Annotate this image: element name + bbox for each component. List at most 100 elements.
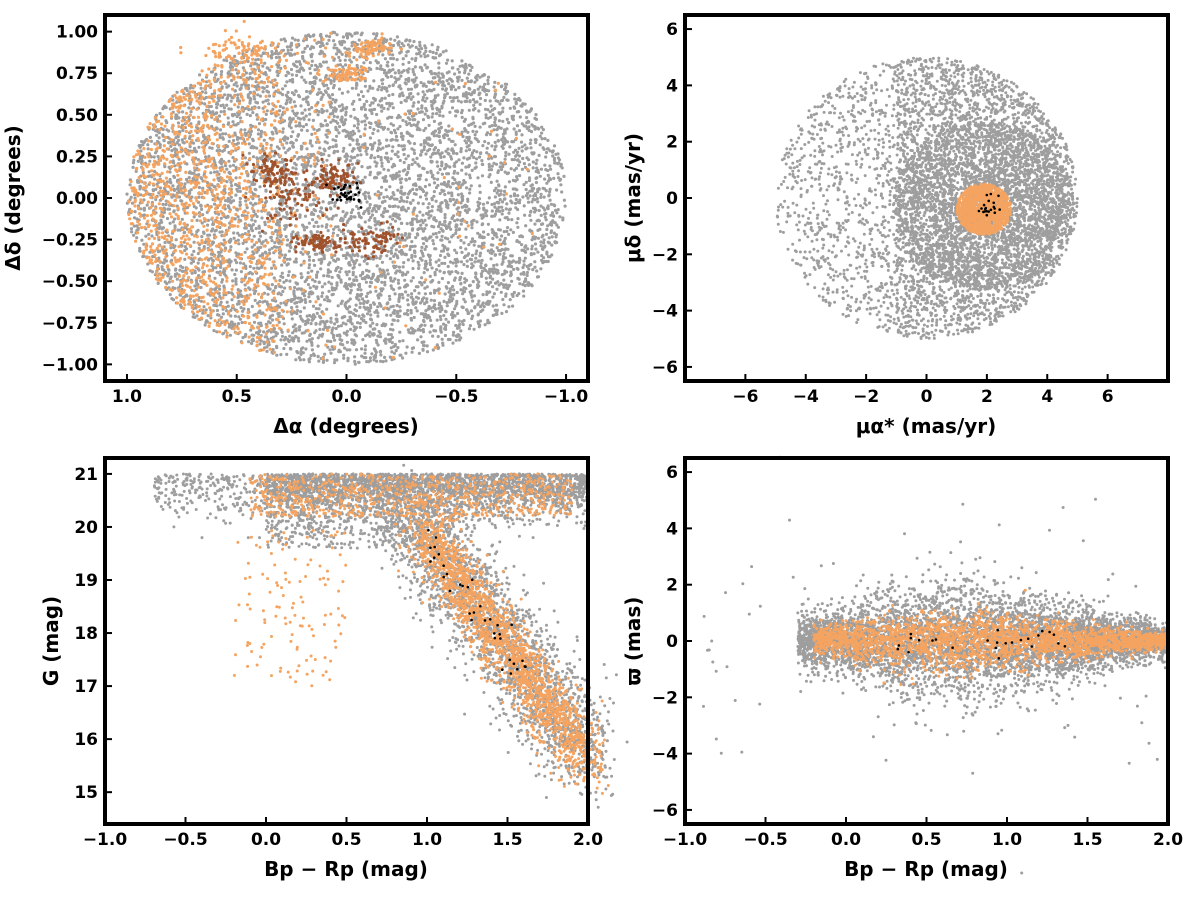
sky-field-point [321,93,325,97]
sky-field-point [393,219,398,223]
sky-field-point [322,147,326,151]
sky-field-point [386,272,390,276]
sky-field-point [322,60,326,64]
sky-field-point [199,176,203,180]
sky-field-point [307,255,311,259]
sky-field-point [500,167,504,172]
sky-field-point [353,155,357,159]
sky-field-point [295,208,299,212]
sky-field-point [170,297,174,301]
sky-field-point [447,180,451,184]
sky-field-point [377,142,381,146]
sky-field-point [517,129,522,133]
sky-field-point [507,305,511,309]
sky-field-point [539,267,543,271]
sky-field-point [340,43,344,47]
sky-field-point [472,218,476,222]
sky-field-point [302,68,306,72]
sky-field-point [442,180,446,185]
sky-field-point [273,241,277,245]
sky-field-point [476,176,480,180]
sky-field-point [533,222,537,226]
sky-field-point [347,283,351,287]
sky-field-point [546,224,550,228]
sky-field-point [352,55,356,60]
sky-field-point [537,153,541,157]
sky-field-point [311,34,315,38]
sky-field-point [341,35,345,39]
sky-field-point [140,139,144,144]
sky-field-point [325,109,329,113]
sky-field-point [228,61,232,65]
sky-field-point [297,356,301,360]
sky-field-point [365,294,369,299]
sky-field-point [388,257,392,261]
sky-field-point [181,266,185,270]
sky-field-point [131,161,135,165]
sky-field-point [335,46,339,50]
sky-field-point [329,339,333,344]
sky-field-point [442,270,446,274]
sky-field-point [489,168,494,172]
sky-field-point [429,298,433,302]
sky-field-point [445,304,449,308]
sky-field-point [183,257,187,261]
sky-field-point [423,93,427,97]
sky-field-point [484,276,488,280]
sky-field-point [318,146,322,150]
sky-field-point [301,252,305,256]
sky-field-point [536,250,540,254]
sky-field-point [489,257,493,261]
sky-field-point [187,176,191,180]
sky-field-point [411,302,416,306]
sky-field-point [425,350,430,354]
sky-field-point [425,96,429,100]
sky-field-point [327,263,331,267]
sky-field-point [415,214,419,218]
sky-field-point [529,253,534,257]
sky-field-point [348,159,352,163]
sky-field-point [438,253,443,258]
sky-field-point [370,276,374,280]
sky-field-point [420,276,424,280]
sky-field-point [498,238,502,242]
sky-field-point [412,151,417,155]
sky-field-point [434,51,438,56]
sky-field-point [168,221,172,225]
sky-field-point [517,146,521,150]
sky-field-point [252,320,257,324]
sky-field-point [181,154,185,158]
sky-field-point [464,227,468,231]
sky-field-point [285,101,289,105]
sky-field-point [375,359,379,363]
sky-field-point [413,251,417,255]
sky-field-point [416,338,420,342]
sky-field-point [488,290,492,294]
sky-field-point [517,96,521,101]
sky-field-point [423,184,427,189]
sky-field-point [422,147,426,152]
sky-field-point [393,38,397,42]
sky-field-point [446,151,450,155]
sky-field-point [288,279,292,283]
sky-field-point [372,127,376,131]
sky-field-point [518,115,522,119]
sky-field-point [482,207,486,211]
sky-field-point [307,221,311,225]
sky-field-point [411,227,415,231]
sky-field-point [128,183,132,187]
sky-field-point [388,185,392,189]
sky-field-point [161,107,165,111]
sky-field-point [257,122,262,126]
sky-field-point [280,113,284,117]
sky-field-point [366,191,371,195]
sky-field-point [423,44,427,48]
sky-field-point [414,306,418,310]
sky-field-point [422,315,426,319]
sky-field-point [325,248,329,252]
sky-field-point [344,113,348,117]
sky-field-point [495,133,499,137]
sky-field-point [263,299,267,303]
sky-field-point [435,112,439,116]
